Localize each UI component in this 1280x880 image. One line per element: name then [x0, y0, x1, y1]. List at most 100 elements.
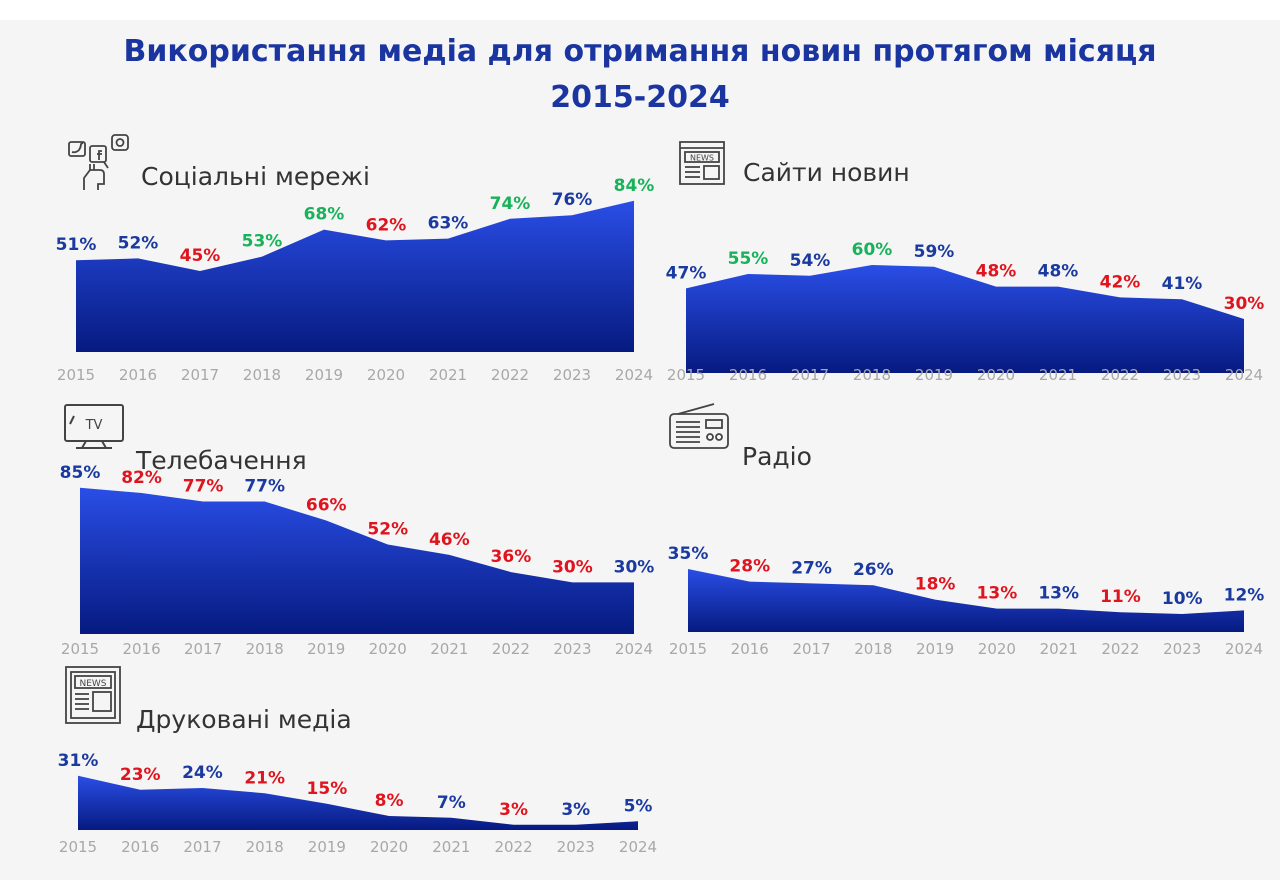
data-label: 55%: [728, 249, 769, 269]
data-label: 13%: [1038, 584, 1079, 604]
data-label: 48%: [976, 262, 1017, 282]
x-tick-label: 2021: [432, 838, 470, 856]
data-label: 30%: [552, 557, 593, 577]
data-label: 5%: [624, 796, 653, 816]
x-tick-label: 2022: [491, 366, 529, 384]
data-label: 62%: [366, 215, 407, 235]
x-tick-label: 2017: [184, 640, 222, 658]
x-tick-label: 2020: [370, 838, 408, 856]
x-tick-label: 2022: [494, 838, 532, 856]
x-tick-label: 2021: [430, 640, 468, 658]
x-tick-label: 2015: [59, 838, 97, 856]
news-site-icon: NEWS: [676, 132, 740, 192]
x-tick-label: 2019: [307, 640, 345, 658]
panel-radio: Радіо 35% 2015 28% 2016 27% 2017 26% 2018 18% 201…: [668, 402, 1276, 662]
x-tick-label: 2017: [791, 366, 829, 384]
print-media-chart: 31% 2015 23% 2016 24% 2017 21% 2018 15% 2019 8% 202…: [58, 751, 657, 856]
x-tick-label: 2019: [915, 366, 953, 384]
x-tick-label: 2017: [792, 640, 830, 658]
social-media-icon: [66, 132, 130, 192]
data-label: 10%: [1162, 589, 1203, 609]
area-series: [686, 265, 1244, 373]
x-tick-label: 2019: [916, 640, 954, 658]
panel-title: Соціальні мережі: [141, 162, 370, 191]
x-tick-label: 2024: [1225, 366, 1263, 384]
data-label: 36%: [491, 547, 532, 567]
data-label: 77%: [244, 477, 285, 497]
x-tick-label: 2020: [367, 366, 405, 384]
data-label: 11%: [1100, 587, 1141, 607]
television-chart: 85% 2015 82% 2016 77% 2017 77% 2018 66% 2019 52% 20…: [60, 463, 655, 658]
x-tick-label: 2022: [492, 640, 530, 658]
data-label: 53%: [242, 232, 283, 252]
infographic-canvas: Використання медіа для отримання новин п…: [0, 20, 1280, 880]
data-label: 68%: [304, 205, 345, 225]
x-tick-label: 2016: [731, 640, 769, 658]
x-tick-label: 2017: [181, 366, 219, 384]
panel-print-media: NEWS Друковані медіа 31% 2015 23% 2016 24% 20…: [58, 665, 666, 880]
panel-title: Сайти новин: [743, 158, 910, 187]
data-label: 48%: [1038, 262, 1079, 282]
panel-header: TV Телебачення: [62, 402, 662, 475]
data-label: 23%: [120, 765, 161, 785]
panel-news-sites: NEWS Сайти новин 47% 2015 55% 2016 54% 2017 60…: [666, 132, 1276, 392]
data-label: 21%: [244, 768, 285, 788]
data-label: 74%: [490, 194, 531, 214]
x-tick-label: 2018: [246, 838, 284, 856]
news-sites-chart: 47% 2015 55% 2016 54% 2017 60% 2018 59% 2019 48% 20…: [666, 240, 1265, 384]
newspaper-icon: NEWS: [62, 665, 126, 725]
x-tick-label: 2015: [667, 366, 705, 384]
data-label: 3%: [561, 800, 590, 820]
panel-title: Друковані медіа: [136, 705, 352, 734]
x-tick-label: 2020: [369, 640, 407, 658]
social-networks-chart: 51% 2015 52% 2016 45% 2017 53% 2018 68% 2019 62% 20…: [56, 176, 655, 384]
x-tick-label: 2023: [553, 640, 591, 658]
radio-icon: [668, 402, 732, 462]
data-label: 63%: [428, 214, 469, 234]
data-label: 18%: [915, 575, 956, 595]
data-label: 66%: [306, 495, 347, 515]
data-label: 12%: [1224, 585, 1265, 605]
area-series: [80, 487, 634, 634]
data-label: 35%: [668, 544, 709, 564]
x-tick-label: 2021: [1039, 366, 1077, 384]
data-label: 3%: [499, 800, 528, 820]
x-tick-label: 2024: [619, 838, 657, 856]
panel-title: Телебачення: [136, 446, 307, 475]
x-tick-label: 2015: [669, 640, 707, 658]
data-label: 52%: [367, 520, 408, 540]
data-label: 27%: [791, 558, 832, 578]
x-tick-label: 2015: [57, 366, 95, 384]
data-label: 42%: [1100, 272, 1141, 292]
panel-header: Радіо: [668, 402, 1268, 471]
area-series: [78, 775, 638, 830]
x-tick-label: 2016: [122, 640, 160, 658]
data-label: 46%: [429, 530, 470, 550]
x-tick-label: 2021: [429, 366, 467, 384]
x-tick-label: 2017: [183, 838, 221, 856]
panel-header: NEWS Сайти новин: [676, 132, 1276, 192]
x-tick-label: 2023: [553, 366, 591, 384]
x-tick-label: 2015: [61, 640, 99, 658]
x-tick-label: 2016: [121, 838, 159, 856]
data-label: 30%: [614, 557, 655, 577]
panel-header: Соціальні мережі: [66, 132, 666, 192]
data-label: 31%: [58, 751, 99, 771]
data-label: 13%: [977, 584, 1018, 604]
data-label: 60%: [852, 240, 893, 260]
area-series: [76, 200, 634, 352]
x-tick-label: 2019: [308, 838, 346, 856]
x-tick-label: 2023: [557, 838, 595, 856]
x-tick-label: 2024: [615, 640, 653, 658]
area-series: [688, 569, 1244, 632]
x-tick-label: 2022: [1101, 640, 1139, 658]
x-tick-label: 2023: [1163, 366, 1201, 384]
svg-text:TV: TV: [85, 418, 103, 433]
data-label: 41%: [1162, 274, 1203, 294]
data-label: 30%: [1224, 294, 1265, 314]
panel-title: Радіо: [742, 442, 812, 471]
data-label: 7%: [437, 793, 466, 813]
x-tick-label: 2018: [854, 640, 892, 658]
data-label: 82%: [121, 468, 162, 488]
data-label: 77%: [183, 477, 224, 497]
